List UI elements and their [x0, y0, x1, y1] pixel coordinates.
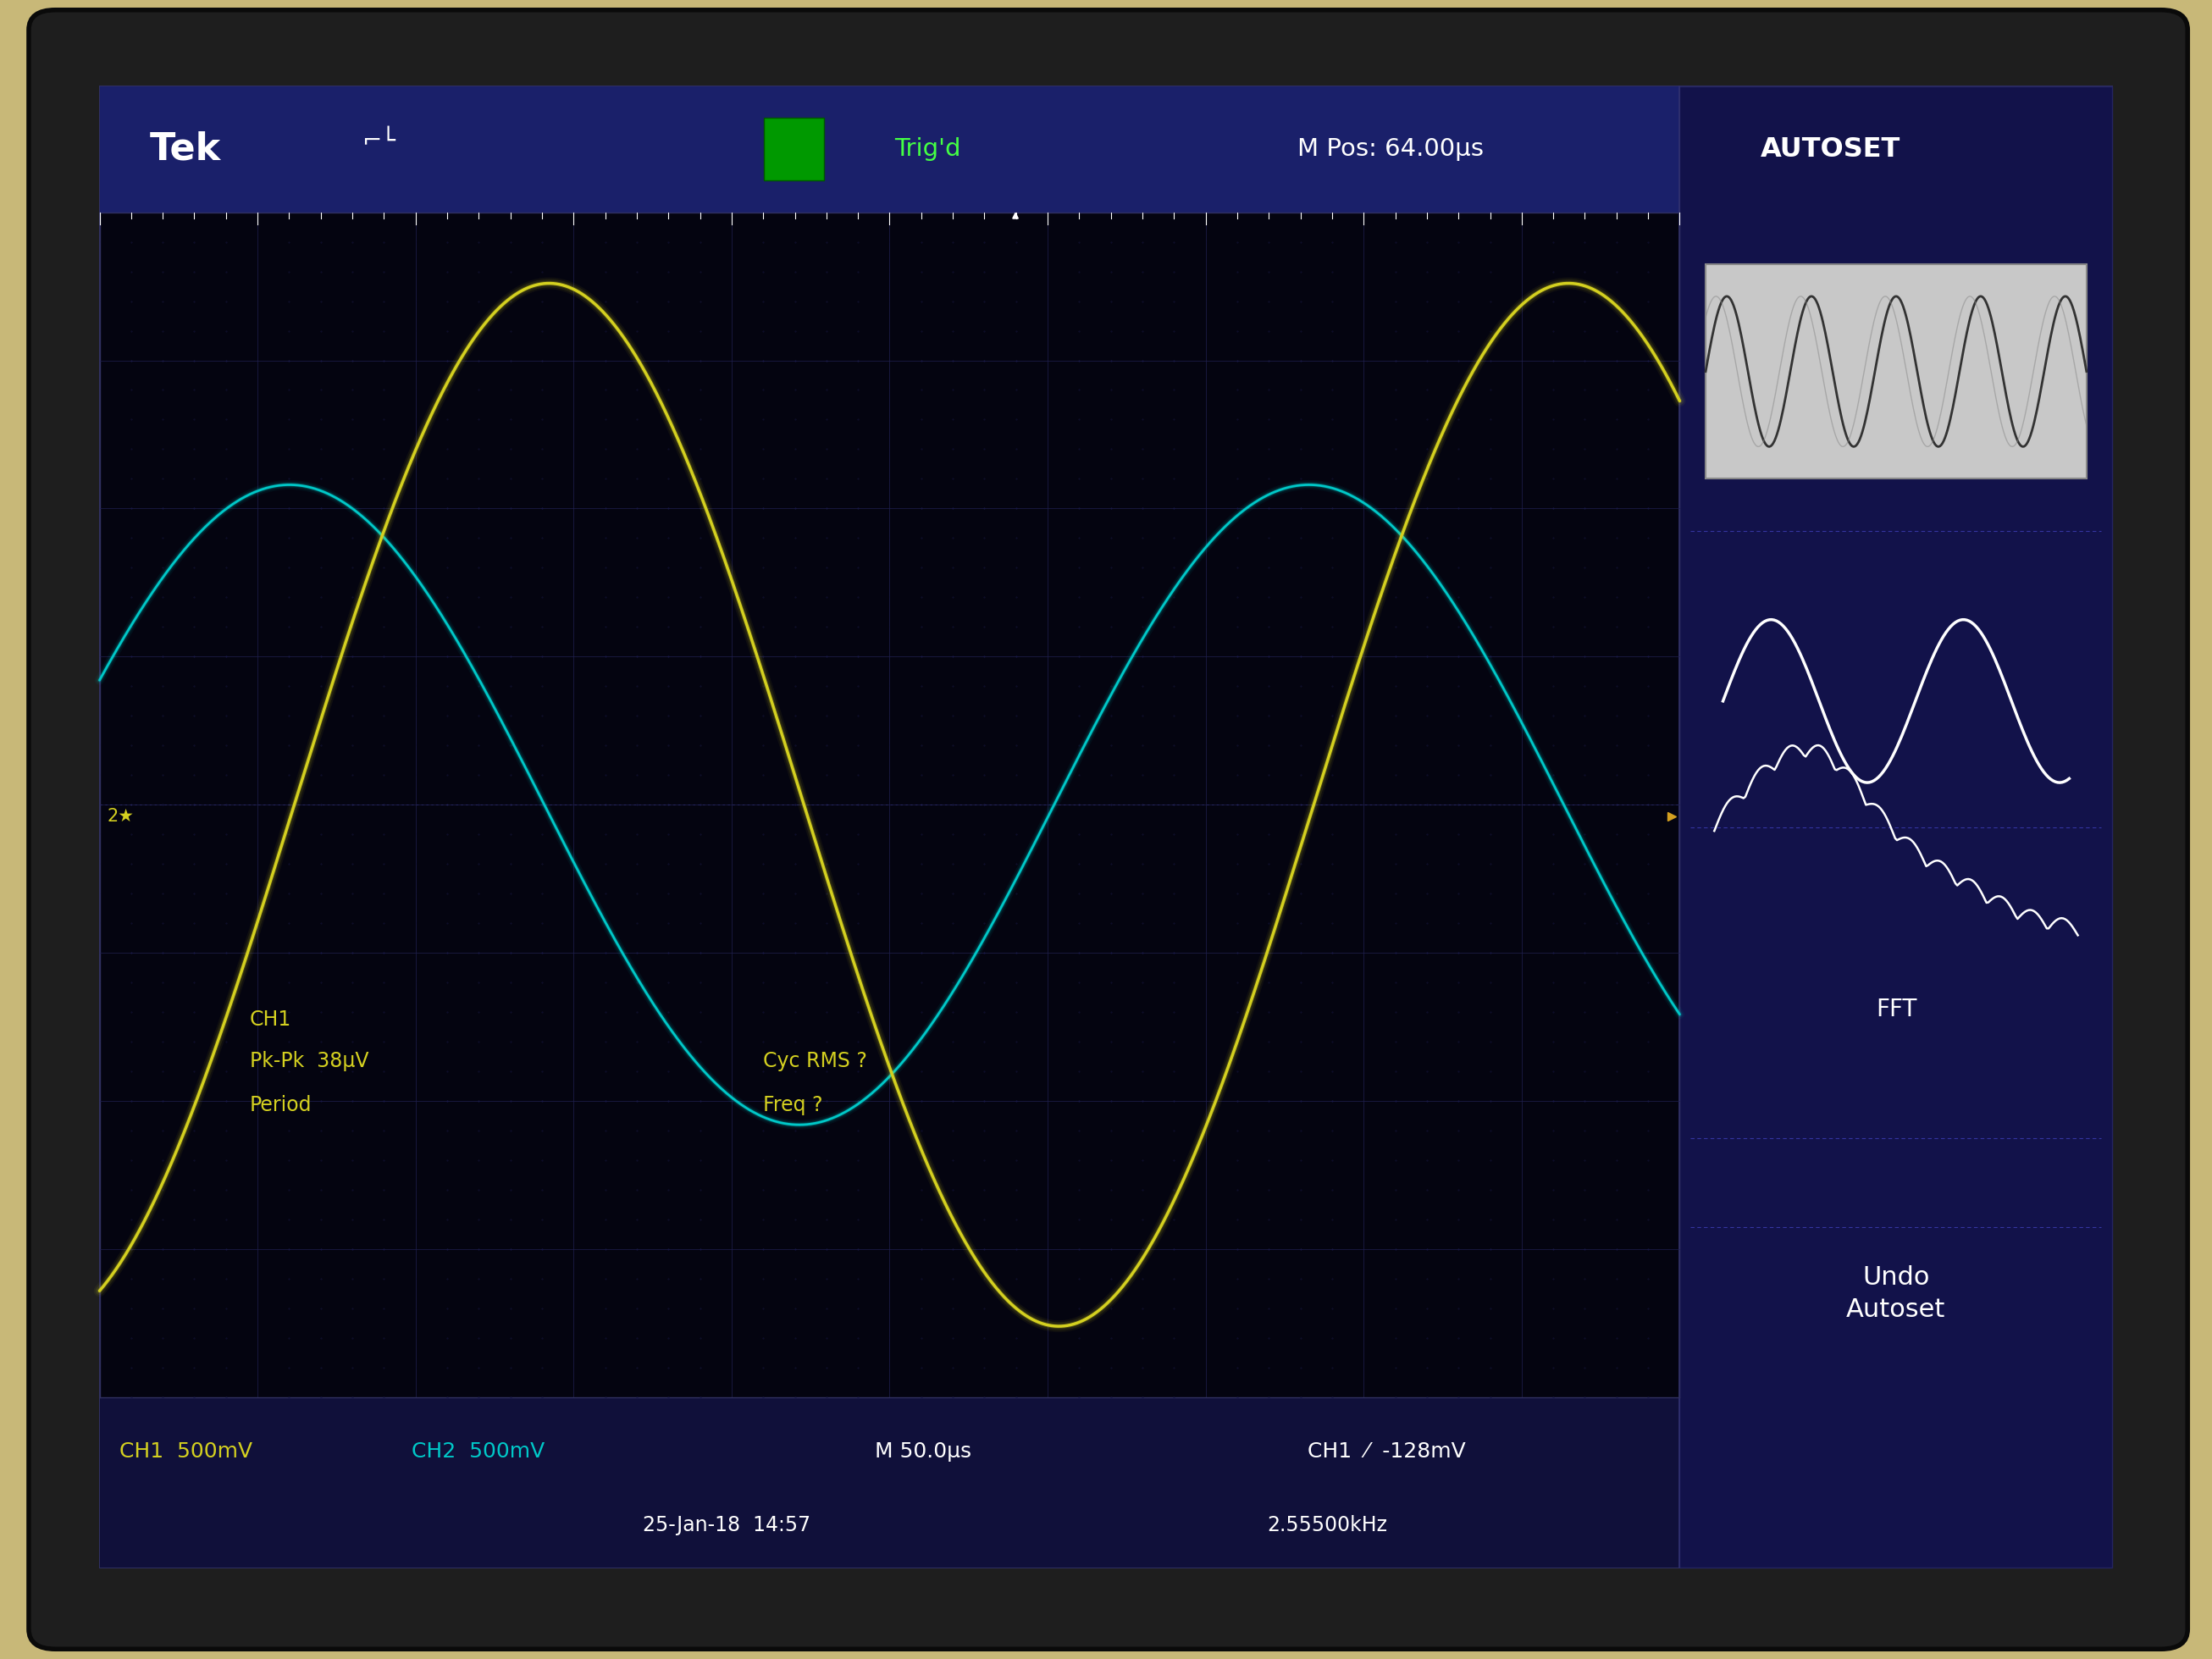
Text: FFT: FFT [1876, 997, 1916, 1020]
Text: CH2  500mV: CH2 500mV [411, 1442, 544, 1462]
Text: AUTOSET: AUTOSET [1761, 136, 1900, 163]
Text: CH1: CH1 [250, 1010, 292, 1030]
Bar [100, 1397, 1679, 1568]
Bar [100, 212, 1679, 1397]
Text: M Pos: 64.00μs: M Pos: 64.00μs [1296, 138, 1484, 161]
Bar [100, 86, 2112, 1568]
Bar [100, 86, 2112, 212]
Text: ⌐└: ⌐└ [361, 129, 396, 154]
Text: M 50.0μs: M 50.0μs [874, 1442, 971, 1462]
Text: 25-Jan-18  14:57: 25-Jan-18 14:57 [644, 1515, 812, 1535]
Text: Undo
Autoset: Undo Autoset [1847, 1266, 1947, 1322]
Bar [100, 212, 1679, 219]
FancyBboxPatch shape [29, 10, 2188, 1649]
Bar [763, 118, 825, 181]
Text: Period: Period [250, 1095, 312, 1115]
Text: Freq ?: Freq ? [763, 1095, 823, 1115]
Text: Cyc RMS ?: Cyc RMS ? [763, 1052, 867, 1072]
Text: 2.55500kHz: 2.55500kHz [1267, 1515, 1387, 1535]
Text: CH1  500mV: CH1 500mV [119, 1442, 252, 1462]
Text: 2★: 2★ [108, 808, 135, 825]
Text: Pk-Pk  38μV: Pk-Pk 38μV [250, 1052, 369, 1072]
Text: Trig'd: Trig'd [894, 138, 962, 161]
Text: Tek: Tek [150, 131, 221, 168]
Bar [1705, 264, 2086, 479]
Bar [1679, 86, 2112, 1568]
Text: CH1  ⁄  -128mV: CH1 ⁄ -128mV [1307, 1442, 1464, 1462]
